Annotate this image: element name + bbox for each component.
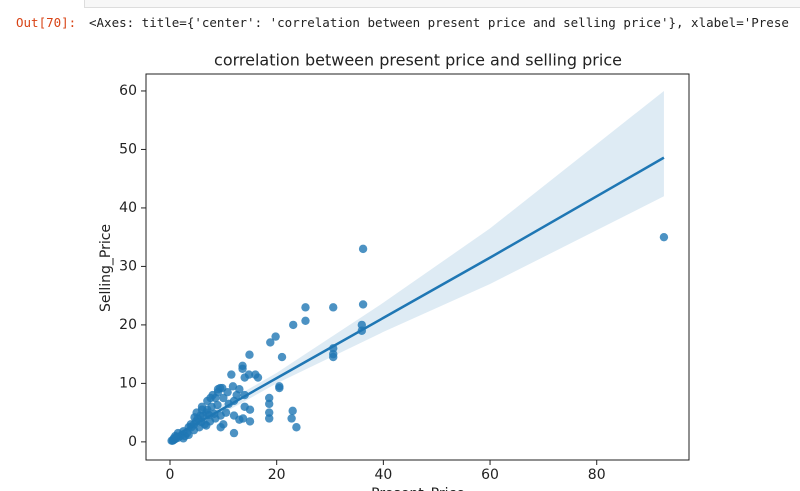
data-point xyxy=(358,244,368,254)
data-point xyxy=(265,414,274,423)
data-point xyxy=(238,361,247,371)
data-point xyxy=(265,393,274,403)
data-point xyxy=(208,390,217,400)
data-point xyxy=(266,338,275,347)
data-point xyxy=(289,320,298,330)
data-point xyxy=(245,350,254,359)
y-tick-label: 60 xyxy=(119,83,137,99)
regression-line xyxy=(170,156,665,439)
data-point xyxy=(197,402,207,411)
data-point xyxy=(357,320,367,330)
data-point xyxy=(288,406,297,416)
data-point xyxy=(329,303,338,312)
data-point xyxy=(245,417,255,426)
chart-title: correlation between present price and se… xyxy=(214,51,622,70)
data-point xyxy=(265,399,274,409)
data-point xyxy=(277,352,287,362)
y-tick-label: 40 xyxy=(119,200,137,216)
data-point xyxy=(235,415,244,424)
output-header: Out[70]: <Axes: title={'center': 'correl… xyxy=(0,0,800,36)
y-axis-label: Selling_Price xyxy=(98,224,114,312)
data-point xyxy=(203,396,212,406)
data-point xyxy=(659,232,669,242)
data-point xyxy=(287,414,296,423)
confidence-band xyxy=(171,90,664,442)
x-tick-label: 0 xyxy=(166,467,175,483)
data-point xyxy=(292,423,301,432)
plot-frame xyxy=(145,73,690,461)
data-point xyxy=(240,373,249,382)
data-point xyxy=(213,385,223,394)
y-tick-label: 30 xyxy=(119,258,137,274)
x-tick-label: 20 xyxy=(268,467,286,483)
data-point xyxy=(301,316,310,326)
x-tick-label: 40 xyxy=(374,467,392,483)
x-tick-label: 60 xyxy=(481,467,499,483)
data-point xyxy=(227,370,236,379)
previous-cell xyxy=(84,0,800,8)
y-tick-label: 0 xyxy=(128,434,137,450)
data-point xyxy=(190,413,199,422)
x-axis-label: Present_Price xyxy=(371,486,465,491)
output-prompt: Out[70]: xyxy=(16,15,77,30)
y-tick-label: 50 xyxy=(119,141,137,157)
data-point xyxy=(221,408,231,417)
data-point xyxy=(358,300,368,309)
data-point xyxy=(275,383,284,393)
data-point xyxy=(265,408,274,417)
data-point xyxy=(219,393,228,403)
data-point xyxy=(253,373,263,382)
x-tick-label: 80 xyxy=(588,467,606,483)
data-point xyxy=(228,382,238,391)
data-point xyxy=(271,332,280,341)
data-point xyxy=(301,303,310,312)
data-point xyxy=(235,385,244,394)
data-point xyxy=(216,423,225,432)
y-tick-label: 10 xyxy=(119,375,137,391)
data-point xyxy=(213,400,222,410)
output-repr: <Axes: title={'center': 'correlation bet… xyxy=(89,15,789,30)
data-point xyxy=(229,428,239,438)
y-tick-label: 20 xyxy=(119,317,137,333)
data-point xyxy=(329,352,338,362)
data-point xyxy=(245,405,255,414)
